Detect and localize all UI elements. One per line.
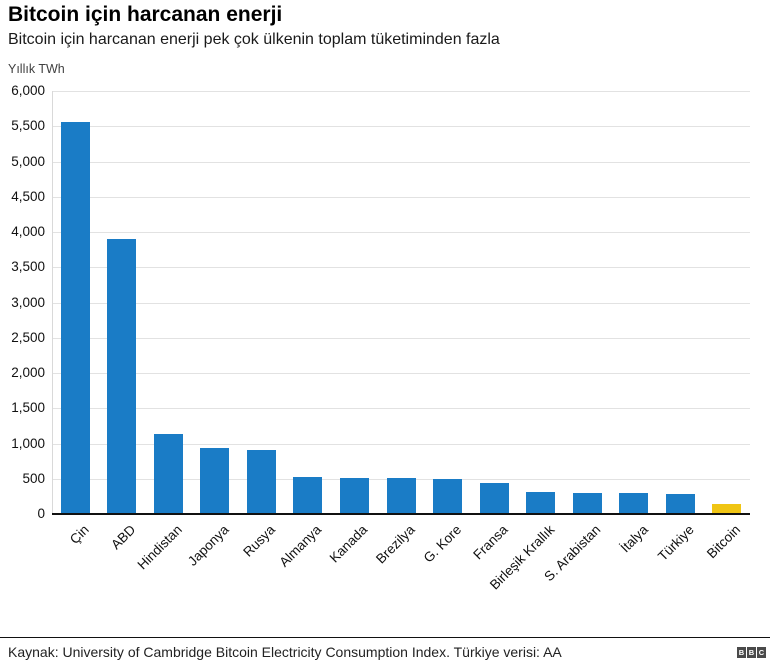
x-axis-label-bitcoin: Bitcoin (704, 522, 744, 562)
x-axis-label-abd: ABD (108, 522, 139, 553)
x-axis-label-almanya: Almanya (276, 522, 325, 570)
bbc-logo-letter: B (748, 648, 755, 657)
gridline (52, 126, 750, 127)
x-axis-label-fransa: Fransa (470, 522, 511, 563)
x-axis-label-brezilya: Brezilya (373, 522, 418, 567)
bar-almanya (293, 477, 322, 514)
bar-japonya (200, 448, 229, 514)
bar-abd (107, 239, 136, 514)
x-axis-label-hindistan: Hindistan (134, 522, 185, 573)
bbc-logo-block: B (747, 647, 756, 658)
y-axis-tick-label: 0 (37, 506, 45, 521)
bar-kanada (340, 478, 369, 514)
bbc-logo: B B C (737, 647, 766, 658)
bbc-logo-block: B (737, 647, 746, 658)
x-axis-label-turkiye: Türkiye (654, 522, 697, 564)
chart-title: Bitcoin için harcanan enerji (8, 3, 283, 26)
bar-bitcoin (712, 504, 741, 514)
y-axis-tick-label: 1,000 (11, 436, 45, 451)
gridline (52, 232, 750, 233)
bar-birlesik-krall-k (526, 492, 555, 514)
bar-italya (619, 493, 648, 514)
x-axis-label-japonya: Japonya (184, 522, 232, 569)
gridline (52, 197, 750, 198)
x-axis-label-italya: İtalya (617, 522, 651, 556)
y-axis-tick-label: 3,500 (11, 259, 45, 274)
bar-cin (61, 122, 90, 514)
x-axis-label-g-kore: G. Kore (421, 522, 465, 566)
y-axis-tick-label: 1,500 (11, 400, 45, 415)
y-axis-tick-label: 5,000 (11, 154, 45, 169)
bar-turkiye (666, 494, 695, 514)
y-axis-unit-label: Yıllık TWh (8, 62, 65, 76)
y-axis-tick-label: 6,000 (11, 83, 45, 98)
x-axis-label-cin: Çin (66, 522, 92, 547)
bbc-logo-letter: C (758, 648, 765, 657)
y-axis-tick-label: 2,000 (11, 365, 45, 380)
x-axis-label-rusya: Rusya (239, 522, 278, 560)
y-axis-tick-label: 4,000 (11, 224, 45, 239)
x-axis-line (52, 513, 750, 515)
bbc-logo-letter: B (738, 648, 745, 657)
gridline (52, 303, 750, 304)
bar-fransa (480, 483, 509, 514)
chart-subtitle: Bitcoin için harcanan enerji pek çok ülk… (8, 31, 500, 48)
gridline (52, 338, 750, 339)
gridline (52, 373, 750, 374)
y-axis-tick-label: 2,500 (11, 330, 45, 345)
gridline (52, 408, 750, 409)
bbc-logo-block: C (757, 647, 766, 658)
gridline (52, 444, 750, 445)
y-axis-tick-label: 3,000 (11, 295, 45, 310)
x-axis-label-kanada: Kanada (327, 522, 371, 566)
bar-rusya (247, 450, 276, 514)
y-axis-tick-label: 5,500 (11, 118, 45, 133)
bar-brezilya (387, 478, 416, 514)
source-text: Kaynak: University of Cambridge Bitcoin … (8, 644, 562, 660)
y-axis-tick-label: 4,500 (11, 189, 45, 204)
footer-divider (0, 637, 770, 638)
bar-s-arabistan (573, 493, 602, 514)
y-axis-line (52, 91, 53, 514)
bar-g-kore (433, 479, 462, 514)
bar-hindistan (154, 434, 183, 514)
y-axis-tick-label: 500 (22, 471, 45, 486)
gridline (52, 91, 750, 92)
gridline (52, 162, 750, 163)
gridline (52, 267, 750, 268)
